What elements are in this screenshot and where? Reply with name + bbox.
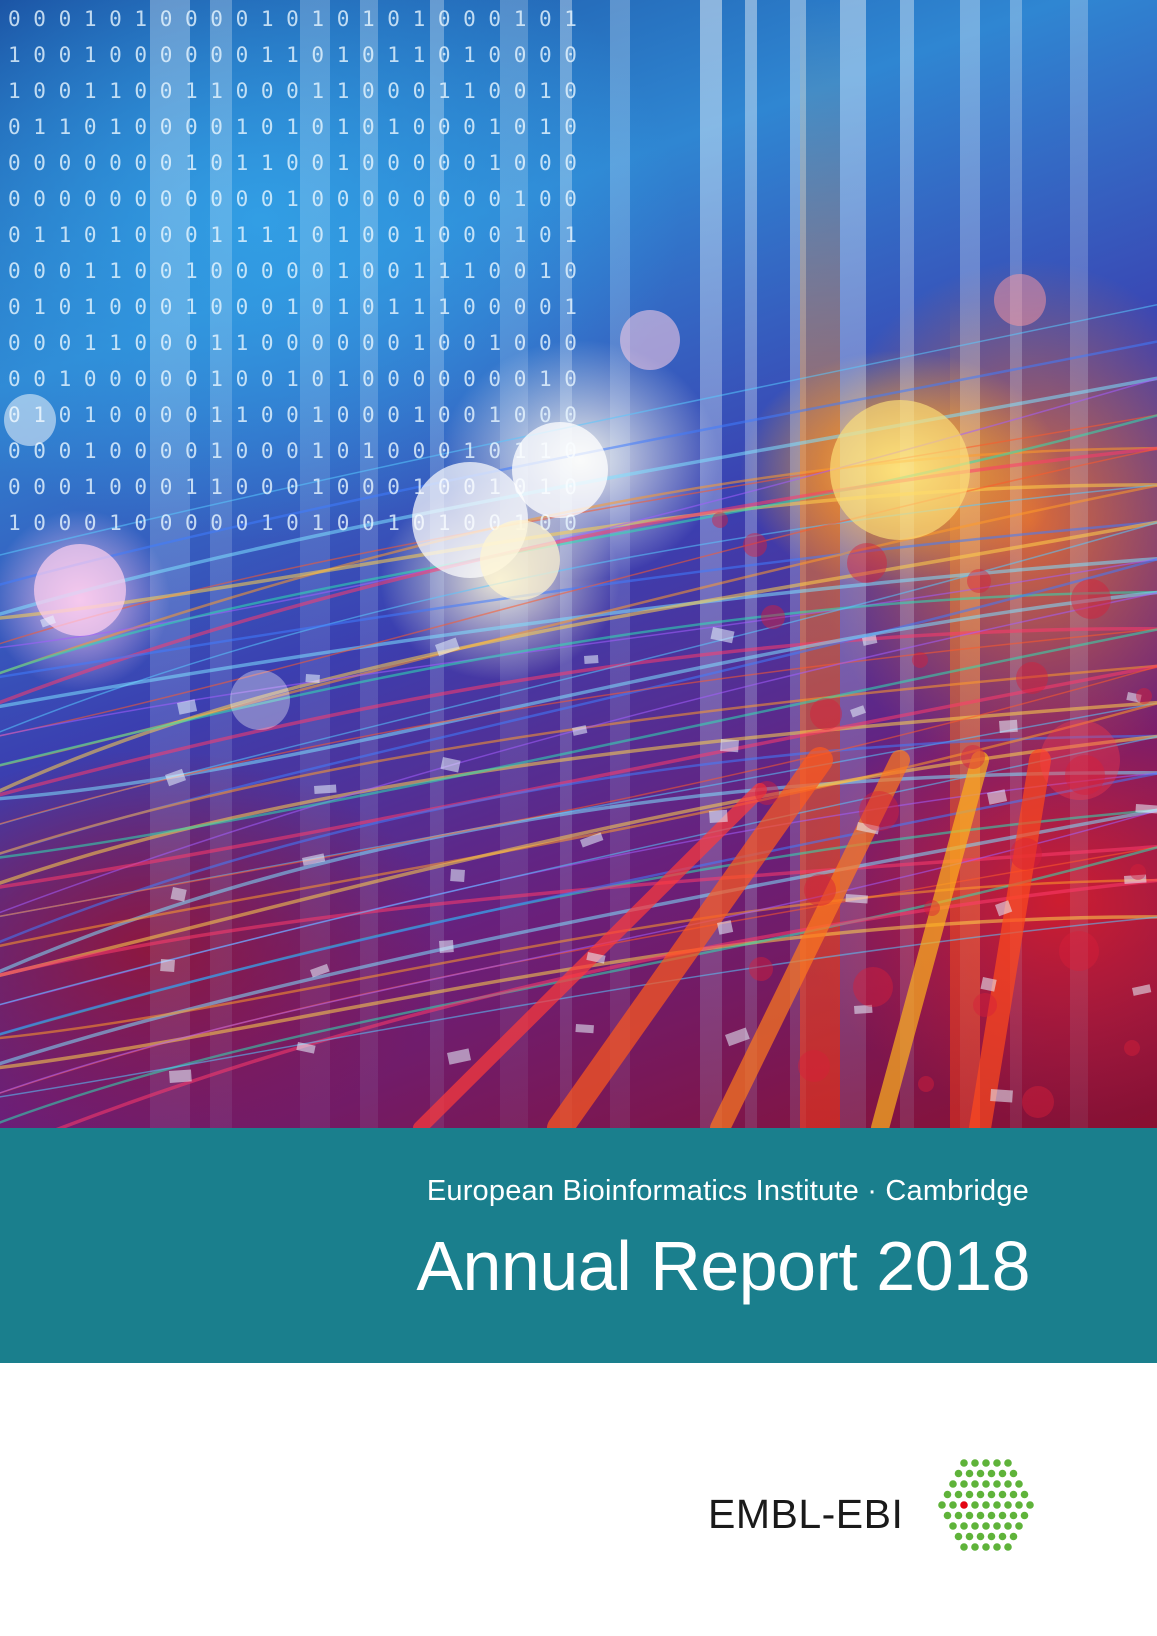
- logo-dot: [998, 1532, 1007, 1541]
- logo-dot: [993, 1501, 1001, 1509]
- logo-dot: [954, 1511, 963, 1520]
- logo-dot: [1020, 1511, 1029, 1520]
- logo-dot: [998, 1469, 1007, 1478]
- logo-dot: [954, 1490, 963, 1499]
- logo-dot: [987, 1532, 996, 1541]
- logo-dot: [1009, 1469, 1018, 1478]
- binary-row: 0 0 0 1 0 1 0 0 0 0 1 0 1 0 1 0 1 0 0 0 …: [8, 7, 577, 31]
- logo-dot: [982, 1543, 990, 1551]
- logo-dot: [965, 1532, 974, 1541]
- logo-dot: [949, 1480, 957, 1488]
- logo-dot: [987, 1511, 996, 1520]
- logo-dot: [949, 1501, 957, 1509]
- logo-dot: [1015, 1522, 1023, 1530]
- logo-dot: [987, 1469, 996, 1478]
- logo-dot: [993, 1522, 1001, 1530]
- abstract-data-art: 0 0 0 1 0 1 0 0 0 0 1 0 1 0 1 0 1 0 0 0 …: [0, 0, 1157, 1128]
- binary-digit-rain: 0 0 0 1 0 1 0 0 0 0 1 0 1 0 1 0 1 0 0 0 …: [8, 7, 577, 535]
- logo-dot: [954, 1469, 963, 1478]
- logo-dot: [971, 1543, 979, 1551]
- logo-dot: [971, 1480, 979, 1488]
- logo-dot: [982, 1501, 990, 1509]
- logo-dot: [993, 1543, 1001, 1551]
- cover-subtitle: European Bioinformatics Institute · Camb…: [426, 1175, 1029, 1207]
- logo-dot: [938, 1501, 946, 1509]
- logo-dot: [943, 1511, 952, 1520]
- binary-row: 1 0 0 1 1 0 0 1 1 0 0 0 1 1 0 0 0 1 1 0 …: [8, 79, 577, 103]
- bokeh-lights: [4, 274, 1157, 1118]
- logo-dot: [998, 1511, 1007, 1520]
- binary-row: 0 1 1 0 1 0 0 0 1 1 1 1 0 1 0 0 1 0 0 0 …: [8, 223, 577, 247]
- binary-row: 0 1 0 1 0 0 0 1 0 0 0 1 0 1 0 1 1 1 0 0 …: [8, 295, 577, 319]
- title-band: [0, 1128, 1157, 1363]
- logo-dot: [1026, 1501, 1034, 1509]
- logo-dot: [1004, 1543, 1012, 1551]
- logo-dot: [943, 1490, 952, 1499]
- logo-dot: [965, 1511, 974, 1520]
- logo-dot: [1015, 1501, 1023, 1509]
- logo-accent-dot: [960, 1501, 968, 1509]
- logo-dot: [1004, 1459, 1012, 1467]
- binary-row: 0 0 0 0 0 0 0 1 0 1 1 0 0 1 0 0 0 0 0 1 …: [8, 151, 577, 175]
- logo-dot: [1004, 1522, 1012, 1530]
- logo-dot: [982, 1480, 990, 1488]
- logo-dot: [998, 1490, 1007, 1499]
- logo-dot: [1009, 1532, 1018, 1541]
- logo-dot: [987, 1490, 996, 1499]
- logo-dot: [960, 1480, 968, 1488]
- logo-dot: [1009, 1490, 1018, 1499]
- logo-dot: [976, 1511, 985, 1520]
- binary-row: 0 0 0 1 1 0 0 0 1 1 0 0 0 0 0 0 1 0 0 1 …: [8, 331, 577, 355]
- logo-dot: [971, 1459, 979, 1467]
- binary-row: 0 0 0 0 0 0 0 0 0 0 0 1 0 0 0 0 0 0 0 0 …: [8, 187, 577, 211]
- logo-dot: [971, 1501, 979, 1509]
- logo-dot: [976, 1469, 985, 1478]
- hexagon-dot-grid-icon: [938, 1459, 1034, 1551]
- logo-dot: [1015, 1480, 1023, 1488]
- logo-dot: [976, 1490, 985, 1499]
- logo-dot: [971, 1522, 979, 1530]
- logo-dot: [993, 1459, 1001, 1467]
- cover-image: 0 0 0 1 0 1 0 0 0 0 1 0 1 0 1 0 1 0 0 0 …: [0, 0, 1157, 1128]
- binary-row: 0 1 0 1 0 0 0 0 1 1 0 0 1 0 0 0 1 0 0 1 …: [8, 403, 577, 427]
- logo-dot: [1020, 1490, 1029, 1499]
- logo-dot: [1004, 1480, 1012, 1488]
- binary-row: 1 0 0 1 0 0 0 0 0 0 1 1 0 1 0 1 1 0 1 0 …: [8, 43, 577, 67]
- logo-dot: [960, 1522, 968, 1530]
- logo-dot: [1009, 1511, 1018, 1520]
- logo-dot: [965, 1490, 974, 1499]
- logo-dot: [982, 1522, 990, 1530]
- binary-row: 0 0 0 1 1 0 0 1 0 0 0 0 0 1 0 0 1 1 1 0 …: [8, 259, 577, 283]
- logo-dot: [960, 1459, 968, 1467]
- binary-row: 0 0 0 1 0 0 0 0 1 0 0 0 1 0 1 0 0 0 1 0 …: [8, 439, 577, 463]
- logo-dot: [1004, 1501, 1012, 1509]
- cover-title: Annual Report 2018: [416, 1227, 1030, 1305]
- binary-row: 0 0 1 0 0 0 0 0 1 0 0 1 0 1 0 0 0 0 0 0 …: [8, 367, 577, 391]
- logo-dot: [949, 1522, 957, 1530]
- logo-dot: [993, 1480, 1001, 1488]
- logo-dot: [982, 1459, 990, 1467]
- logo-dot: [954, 1532, 963, 1541]
- logo-dot: [976, 1532, 985, 1541]
- logo-dot: [960, 1543, 968, 1551]
- binary-row: 0 1 1 0 1 0 0 0 0 1 0 1 0 1 0 1 0 0 0 1 …: [8, 115, 577, 139]
- logo-dot: [965, 1469, 974, 1478]
- logo-wordmark: EMBL-EBI: [708, 1491, 904, 1537]
